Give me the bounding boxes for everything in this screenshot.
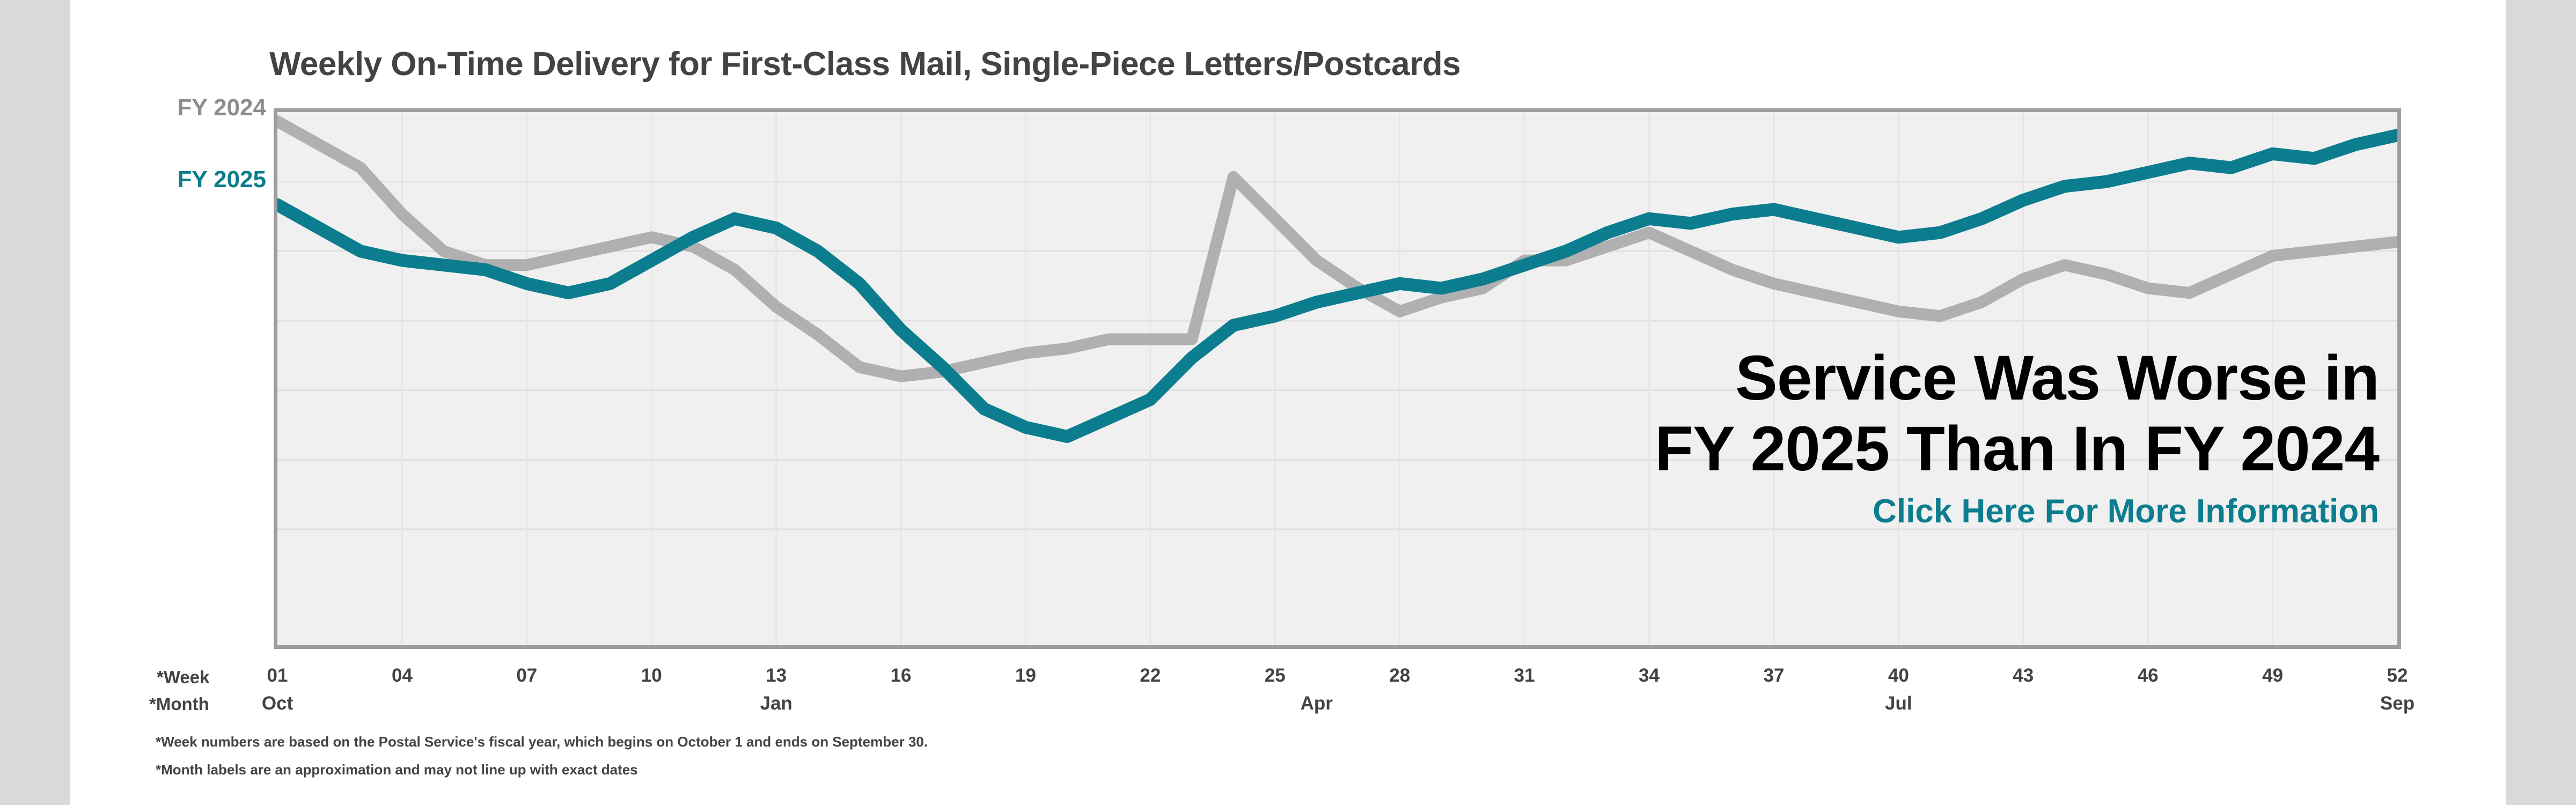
callout-overlay: Service Was Worse in FY 2025 Than In FY … — [1252, 343, 2380, 533]
axis-week-row-label: *Week — [157, 667, 210, 687]
x-axis-week-tick: 04 — [391, 665, 413, 686]
plot-inner — [277, 112, 2397, 645]
x-axis-week-tick: 10 — [641, 665, 662, 686]
legend-item-fy2024: FY 2024 — [177, 94, 266, 121]
x-axis-week-tick: 19 — [1015, 665, 1036, 686]
x-axis-week-tick: 31 — [1514, 665, 1535, 686]
x-axis-week-tick: 25 — [1264, 665, 1286, 686]
callout-headline-line1: Service Was Worse in — [1735, 343, 2380, 413]
x-axis-week-tick: 22 — [1140, 665, 1161, 686]
x-axis-week-tick: 46 — [2137, 665, 2159, 686]
x-axis-month-tick: Jan — [760, 693, 792, 714]
vertical-gridlines-group — [401, 112, 2274, 645]
page-title: Weekly On-Time Delivery for First-Class … — [269, 46, 1461, 83]
x-axis-month-tick: Jul — [1885, 693, 1912, 714]
axis-month-row-label: *Month — [149, 694, 209, 714]
footnote-month-labels: *Month labels are an approximation and m… — [156, 762, 638, 778]
callout-headline-line2: FY 2025 Than In FY 2024 — [1655, 413, 2380, 485]
footnote-week-numbers: *Week numbers are based on the Postal Se… — [156, 734, 928, 750]
line-chart-svg — [277, 112, 2397, 645]
plot-area: Service Was Worse in FY 2025 Than In FY … — [274, 108, 2401, 649]
x-axis-month-tick: Sep — [2380, 693, 2415, 714]
x-axis-week-tick: 07 — [516, 665, 538, 686]
chart-canvas: Weekly On-Time Delivery for First-Class … — [70, 0, 2506, 805]
series-line-fy2025 — [277, 129, 2397, 443]
x-axis-week-tick: 43 — [2013, 665, 2034, 686]
x-axis-week-tick: 37 — [1763, 665, 1785, 686]
x-axis-week-tick: 13 — [766, 665, 787, 686]
x-axis-month-tick: Apr — [1300, 693, 1333, 714]
x-axis-month-tick: Oct — [261, 693, 293, 714]
x-axis-week-tick: 16 — [890, 665, 912, 686]
more-information-link[interactable]: Click Here For More Information — [1873, 493, 2379, 530]
legend-item-fy2025: FY 2025 — [177, 166, 266, 193]
series-line-fy2024 — [277, 115, 2397, 382]
x-axis-week-tick: 40 — [1888, 665, 1909, 686]
letterbox-left — [0, 0, 70, 805]
x-axis-week-tick: 28 — [1389, 665, 1411, 686]
x-axis-week-tick: 34 — [1639, 665, 1660, 686]
x-axis-week-tick: 01 — [267, 665, 288, 686]
x-axis-week-tick: 52 — [2387, 665, 2408, 686]
x-axis-week-tick: 49 — [2262, 665, 2284, 686]
letterbox-right — [2506, 0, 2576, 805]
gridlines-group — [277, 181, 2397, 530]
